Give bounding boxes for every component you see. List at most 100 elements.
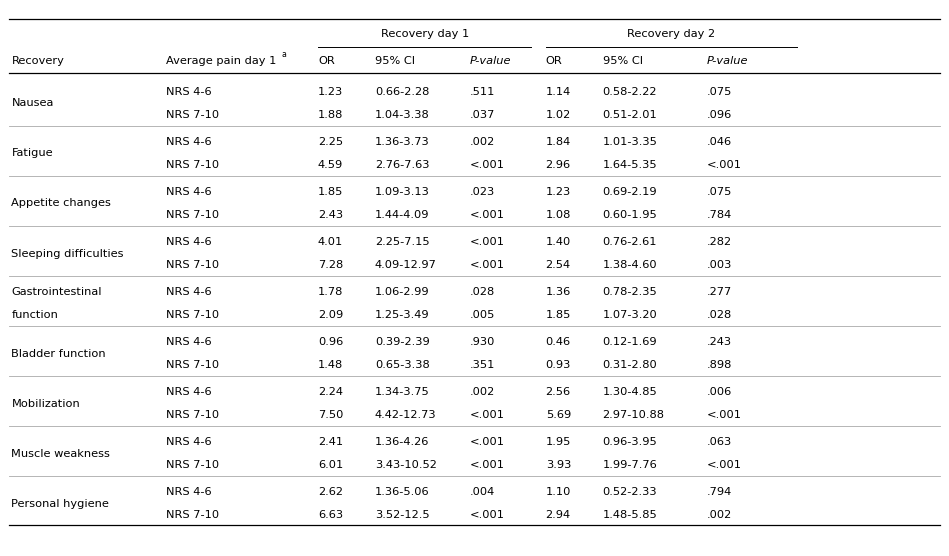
- Text: 2.25: 2.25: [318, 137, 343, 147]
- Text: 4.42-12.73: 4.42-12.73: [375, 410, 437, 420]
- Text: <.001: <.001: [470, 210, 505, 220]
- Text: .004: .004: [470, 488, 495, 497]
- Text: 3.43-10.52: 3.43-10.52: [375, 460, 437, 470]
- Text: Muscle weakness: Muscle weakness: [11, 449, 110, 459]
- Text: 6.63: 6.63: [318, 510, 343, 520]
- Text: 1.25-3.49: 1.25-3.49: [375, 310, 430, 320]
- Text: 1.09-3.13: 1.09-3.13: [375, 187, 430, 197]
- Text: <.001: <.001: [470, 460, 505, 470]
- Text: 7.50: 7.50: [318, 410, 344, 420]
- Text: Personal hygiene: Personal hygiene: [11, 499, 109, 509]
- Text: .243: .243: [707, 337, 732, 347]
- Text: 1.36-5.06: 1.36-5.06: [375, 488, 430, 497]
- Text: 2.97-10.88: 2.97-10.88: [603, 410, 664, 420]
- Text: 3.52-12.5: 3.52-12.5: [375, 510, 430, 520]
- Text: 1.30-4.85: 1.30-4.85: [603, 388, 658, 397]
- Text: .002: .002: [470, 137, 495, 147]
- Text: .075: .075: [707, 87, 733, 97]
- Text: 1.44-4.09: 1.44-4.09: [375, 210, 429, 220]
- Text: Recovery day 1: Recovery day 1: [381, 29, 469, 39]
- Text: Average pain day 1: Average pain day 1: [166, 56, 280, 66]
- Text: 0.12-1.69: 0.12-1.69: [603, 337, 658, 347]
- Text: <.001: <.001: [470, 160, 505, 170]
- Text: 1.84: 1.84: [546, 137, 571, 147]
- Text: 0.69-2.19: 0.69-2.19: [603, 187, 658, 197]
- Text: 5.69: 5.69: [546, 410, 571, 420]
- Text: <.001: <.001: [707, 460, 742, 470]
- Text: 1.85: 1.85: [318, 187, 344, 197]
- Text: .096: .096: [707, 110, 733, 120]
- Text: <.001: <.001: [470, 410, 505, 420]
- Text: function: function: [11, 310, 58, 320]
- Text: OR: OR: [546, 56, 563, 66]
- Text: Appetite changes: Appetite changes: [11, 198, 111, 208]
- Text: 1.40: 1.40: [546, 237, 571, 247]
- Text: 1.36-3.73: 1.36-3.73: [375, 137, 430, 147]
- Text: .005: .005: [470, 310, 495, 320]
- Text: NRS 7-10: NRS 7-10: [166, 460, 219, 470]
- Text: Sleeping difficulties: Sleeping difficulties: [11, 249, 124, 259]
- Text: 2.94: 2.94: [546, 510, 570, 520]
- Text: 2.09: 2.09: [318, 310, 344, 320]
- Text: 0.31-2.80: 0.31-2.80: [603, 360, 658, 370]
- Text: 1.64-5.35: 1.64-5.35: [603, 160, 658, 170]
- Text: .898: .898: [707, 360, 733, 370]
- Text: <.001: <.001: [470, 260, 505, 270]
- Text: .930: .930: [470, 337, 495, 347]
- Text: .006: .006: [707, 388, 733, 397]
- Text: 1.78: 1.78: [318, 287, 344, 297]
- Text: NRS 7-10: NRS 7-10: [166, 510, 219, 520]
- Text: <.001: <.001: [707, 160, 742, 170]
- Text: NRS 4-6: NRS 4-6: [166, 287, 212, 297]
- Text: 1.06-2.99: 1.06-2.99: [375, 287, 430, 297]
- Text: 95% CI: 95% CI: [375, 56, 415, 66]
- Text: 4.09-12.97: 4.09-12.97: [375, 260, 437, 270]
- Text: .282: .282: [707, 237, 732, 247]
- Text: 1.23: 1.23: [318, 87, 344, 97]
- Text: 1.48-5.85: 1.48-5.85: [603, 510, 658, 520]
- Text: .046: .046: [707, 137, 732, 147]
- Text: 0.66-2.28: 0.66-2.28: [375, 87, 429, 97]
- Text: .003: .003: [707, 260, 733, 270]
- Text: Mobilization: Mobilization: [11, 399, 80, 409]
- Text: 1.36-4.26: 1.36-4.26: [375, 438, 429, 447]
- Text: 0.60-1.95: 0.60-1.95: [603, 210, 658, 220]
- Text: Gastrointestinal: Gastrointestinal: [11, 287, 102, 297]
- Text: <.001: <.001: [707, 410, 742, 420]
- Text: <.001: <.001: [470, 237, 505, 247]
- Text: .002: .002: [470, 388, 495, 397]
- Text: NRS 7-10: NRS 7-10: [166, 160, 219, 170]
- Text: P-value: P-value: [707, 56, 749, 66]
- Text: 1.95: 1.95: [546, 438, 571, 447]
- Text: NRS 7-10: NRS 7-10: [166, 210, 219, 220]
- Text: NRS 4-6: NRS 4-6: [166, 438, 212, 447]
- Text: 2.24: 2.24: [318, 388, 343, 397]
- Text: 0.39-2.39: 0.39-2.39: [375, 337, 430, 347]
- Text: 1.23: 1.23: [546, 187, 571, 197]
- Text: 2.76-7.63: 2.76-7.63: [375, 160, 429, 170]
- Text: 1.14: 1.14: [546, 87, 571, 97]
- Text: Nausea: Nausea: [11, 98, 54, 108]
- Text: Recovery: Recovery: [11, 56, 65, 66]
- Text: 1.88: 1.88: [318, 110, 344, 120]
- Text: P-value: P-value: [470, 56, 512, 66]
- Text: 0.96-3.95: 0.96-3.95: [603, 438, 658, 447]
- Text: NRS 7-10: NRS 7-10: [166, 260, 219, 270]
- Text: 95% CI: 95% CI: [603, 56, 642, 66]
- Text: NRS 7-10: NRS 7-10: [166, 310, 219, 320]
- Text: .028: .028: [470, 287, 495, 297]
- Text: 1.36: 1.36: [546, 287, 571, 297]
- Text: 0.65-3.38: 0.65-3.38: [375, 360, 430, 370]
- Text: .023: .023: [470, 187, 495, 197]
- Text: 1.85: 1.85: [546, 310, 571, 320]
- Text: NRS 4-6: NRS 4-6: [166, 87, 212, 97]
- Text: Fatigue: Fatigue: [11, 148, 53, 158]
- Text: 1.02: 1.02: [546, 110, 571, 120]
- Text: NRS 4-6: NRS 4-6: [166, 237, 212, 247]
- Text: 1.01-3.35: 1.01-3.35: [603, 137, 658, 147]
- Text: NRS 4-6: NRS 4-6: [166, 388, 212, 397]
- Text: 0.58-2.22: 0.58-2.22: [603, 87, 657, 97]
- Text: .075: .075: [707, 187, 733, 197]
- Text: 0.93: 0.93: [546, 360, 571, 370]
- Text: 0.52-2.33: 0.52-2.33: [603, 488, 658, 497]
